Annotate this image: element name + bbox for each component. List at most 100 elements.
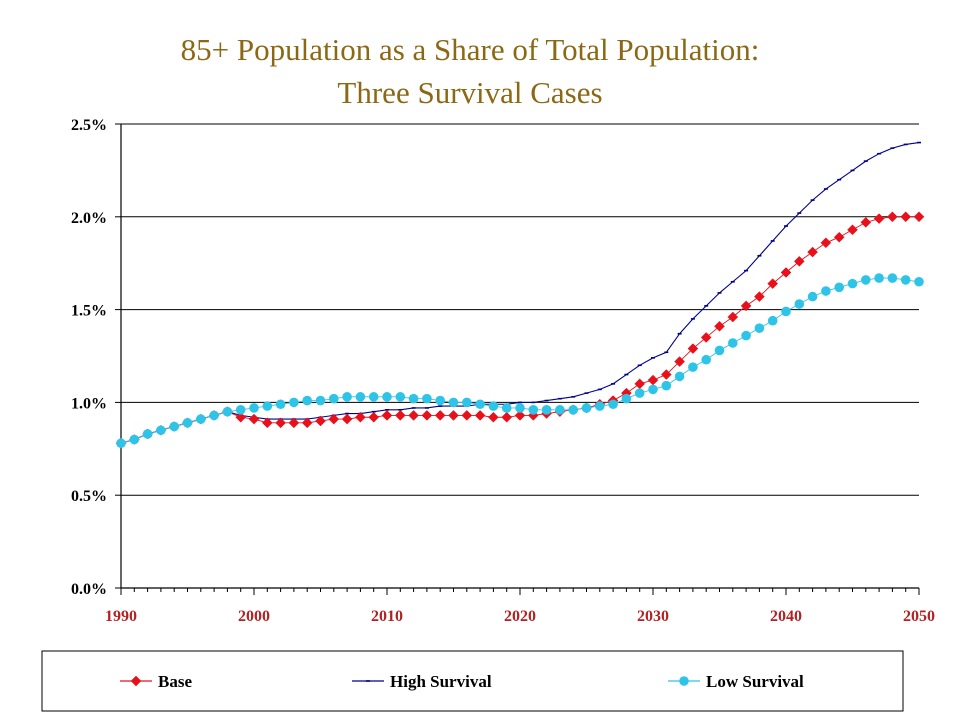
chart-title: 85+ Population as a Share of Total Popul…	[0, 28, 940, 114]
low-survival-point	[914, 276, 924, 287]
base-point	[501, 411, 513, 423]
base-point	[248, 413, 260, 425]
low-survival-point	[595, 401, 605, 411]
base-point	[355, 411, 366, 423]
base-point	[767, 278, 779, 289]
low-survival-point	[528, 405, 539, 415]
low-survival-point	[116, 438, 126, 449]
base-point	[714, 320, 725, 332]
low-survival-point	[475, 399, 485, 410]
base-point	[381, 410, 393, 421]
low-survival-point	[501, 403, 512, 413]
low-survival-point	[874, 273, 884, 283]
base-point	[754, 291, 765, 302]
low-survival-point	[395, 392, 406, 402]
base-point	[900, 211, 912, 223]
base-point	[448, 410, 459, 421]
low-survival-point	[741, 330, 751, 341]
low-survival-point	[648, 384, 658, 395]
axes	[120, 124, 919, 589]
low-survival-point	[182, 418, 193, 428]
low-survival-point	[781, 306, 791, 317]
low-survival-point	[249, 403, 259, 413]
y-tick-label: 2.5%	[71, 117, 107, 134]
low-survival-point	[581, 403, 592, 413]
legend-box	[41, 650, 904, 712]
x-tick-label: 2040	[770, 608, 802, 625]
low-survival-point	[262, 401, 273, 411]
base-point	[421, 410, 433, 421]
base-point	[913, 211, 925, 223]
y-tick-label: 0.5%	[71, 488, 107, 505]
legend-item-base: Base	[120, 672, 192, 691]
base-point	[261, 417, 273, 429]
base-point	[740, 300, 752, 312]
low-survival-point	[169, 421, 179, 432]
low-survival-point	[634, 388, 645, 398]
x-tick-label: 2010	[371, 608, 403, 625]
low-survival-point	[222, 406, 233, 417]
y-tick-label: 0.0%	[71, 581, 107, 598]
low-survival-point	[515, 403, 525, 413]
low-survival-point	[834, 282, 844, 293]
low-survival-point	[861, 275, 871, 285]
base-point	[634, 378, 646, 390]
legend-item-low-survival: Low Survival	[668, 672, 804, 691]
low-survival-point	[289, 397, 299, 408]
base-point	[887, 211, 898, 223]
low-survival-point	[235, 405, 246, 415]
low-survival-point	[156, 425, 166, 436]
x-tick-label: 2050	[903, 608, 935, 625]
y-tick-label: 1.0%	[71, 395, 107, 412]
base-point	[341, 413, 353, 425]
legend-item-high-survival: High Survival	[352, 672, 492, 691]
series-high-survival	[119, 141, 921, 445]
low-survival-point	[821, 286, 831, 296]
base-point	[727, 311, 739, 323]
base-point	[847, 224, 858, 236]
base-point	[860, 217, 872, 228]
low-survival-point	[754, 323, 765, 333]
low-survival-point	[887, 273, 898, 283]
y-tick-label: 2.0%	[71, 210, 107, 227]
low-survival-point	[462, 397, 472, 408]
base-point	[488, 411, 499, 423]
low-survival-point	[142, 429, 153, 439]
base-point	[820, 237, 832, 249]
gridlines	[121, 123, 919, 496]
low-survival-point	[355, 392, 366, 402]
low-survival-point	[209, 410, 219, 421]
base-point	[687, 343, 699, 354]
series-low-survival	[116, 273, 924, 449]
base-point	[315, 415, 326, 427]
base-point	[288, 417, 300, 429]
low-survival-point	[408, 393, 419, 404]
low-survival-point	[275, 399, 286, 410]
low-survival-point	[674, 371, 685, 382]
base-point	[275, 417, 286, 429]
low-survival-point	[129, 434, 140, 445]
low-survival-point	[382, 392, 392, 402]
chart-title-line-1: 85+ Population as a Share of Total Popul…	[180, 32, 760, 67]
x-tick-label: 2030	[637, 608, 669, 625]
base-point	[793, 255, 805, 267]
low-survival-point	[807, 291, 818, 302]
low-survival-point	[541, 405, 552, 415]
base-point	[461, 410, 473, 421]
low-survival-point	[302, 395, 313, 406]
low-survival-point	[701, 354, 711, 365]
low-survival-point	[608, 399, 618, 410]
series-group	[115, 141, 925, 449]
legend-swatch-marker	[130, 675, 142, 687]
legend-label: Base	[158, 672, 192, 691]
base-point	[474, 410, 486, 421]
low-survival-point	[448, 397, 459, 408]
base-point	[674, 356, 685, 367]
low-survival-point	[315, 395, 326, 406]
low-survival-point	[621, 393, 632, 404]
base-point	[647, 374, 659, 386]
low-survival-point	[728, 338, 738, 348]
x-tick-label: 2020	[504, 608, 536, 625]
legend: Base High Survival Low Survival	[41, 650, 904, 712]
low-survival-point	[900, 275, 911, 285]
